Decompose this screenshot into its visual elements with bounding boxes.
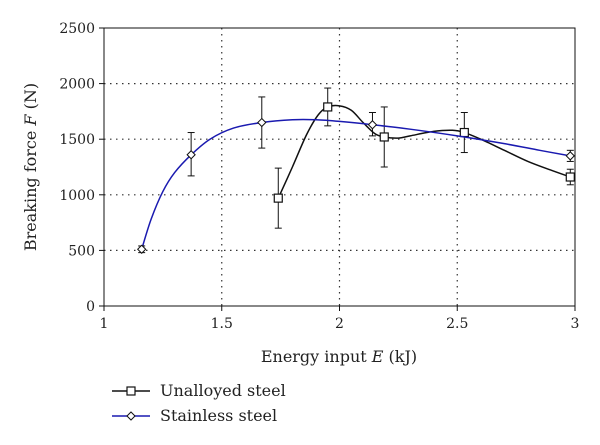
legend: Unalloyed steel Stainless steel xyxy=(112,381,286,425)
legend-item-stainless: Stainless steel xyxy=(112,406,277,425)
data-point-unalloyed xyxy=(565,172,575,182)
data-point-stainless xyxy=(565,151,575,161)
data-point-stainless xyxy=(367,120,378,130)
y-tick-label: 1000 xyxy=(59,188,95,204)
series-unalloyed xyxy=(273,87,575,229)
grid-lines xyxy=(104,28,575,306)
x-tick-label: 1 xyxy=(100,316,109,332)
legend-item-unalloyed: Unalloyed steel xyxy=(112,381,286,400)
data-point-stainless xyxy=(186,150,196,160)
data-point-unalloyed xyxy=(379,132,389,142)
data-point-stainless xyxy=(136,244,147,254)
data-point-stainless xyxy=(257,117,267,128)
legend-marker-stainless xyxy=(126,411,136,421)
y-tick-label: 500 xyxy=(68,243,95,259)
y-tick-label: 2500 xyxy=(59,21,95,37)
x-tick-label: 2.5 xyxy=(446,316,468,332)
data-point-unalloyed xyxy=(273,193,283,203)
data-point-unalloyed xyxy=(459,127,469,138)
series-stainless xyxy=(136,96,575,254)
y-tick-label: 0 xyxy=(86,299,95,315)
axis-ticks: 0 500 1000 1500 2000 2500 1 1.5 2 2.5 3 xyxy=(59,21,579,332)
x-tick-label: 3 xyxy=(571,316,580,332)
x-axis-label: Energy input E (kJ) xyxy=(261,347,417,366)
x-tick-label: 2 xyxy=(335,316,344,332)
legend-marker-unalloyed xyxy=(126,386,136,396)
legend-label-unalloyed: Unalloyed steel xyxy=(160,381,286,400)
series-layer xyxy=(136,87,575,254)
legend-label-stainless: Stainless steel xyxy=(160,406,277,425)
series-line-unalloyed xyxy=(277,104,571,199)
y-tick-label: 2000 xyxy=(59,77,95,93)
series-line-stainless xyxy=(140,118,571,250)
y-tick-label: 1500 xyxy=(59,132,95,148)
x-tick-label: 1.5 xyxy=(211,316,233,332)
data-point-unalloyed xyxy=(323,102,333,112)
y-axis-label: Breaking force F (N) xyxy=(21,83,40,251)
